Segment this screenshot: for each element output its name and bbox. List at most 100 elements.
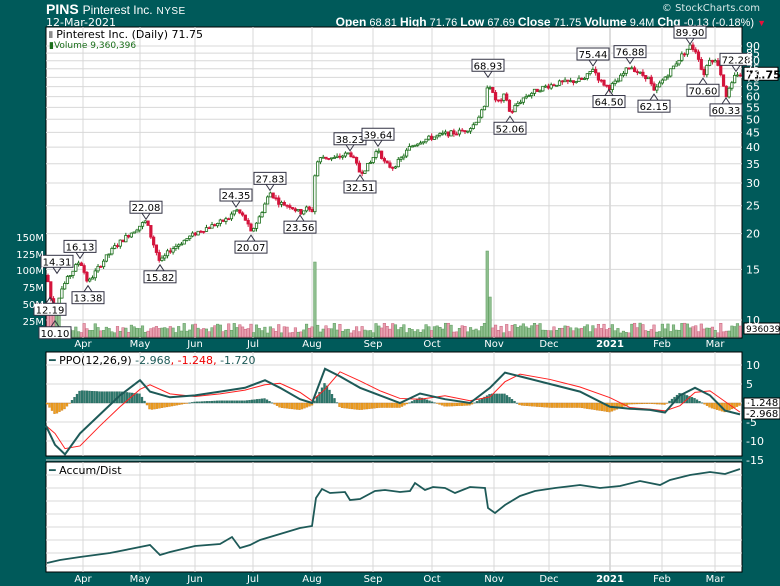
ppo-tick: 10 — [746, 359, 760, 372]
last-volume-tag: 9360396 — [746, 325, 780, 335]
price-annotation: 15.82 — [146, 273, 175, 284]
symbol: PINS — [46, 1, 79, 17]
month-label: May — [130, 574, 151, 585]
ppo-legend: ━ PPO(12,26,9) -2.968, -1.248, -1.720 — [49, 354, 256, 367]
volume-tick: 75M — [23, 283, 44, 294]
ppo-tick: -10 — [746, 435, 764, 448]
price-annotation: 52.06 — [496, 124, 525, 135]
price-annotation: 27.83 — [256, 174, 285, 185]
ppo-line-swatch-icon: ━ — [49, 354, 56, 367]
price-annotation: 76.88 — [616, 48, 645, 59]
open-label: Open — [335, 15, 367, 29]
volume-legend-text: Volume 9,360,396 — [53, 41, 137, 51]
ppo-name: PPO(12,26,9) — [59, 354, 132, 367]
price-tick: 45 — [746, 126, 760, 139]
price-annotation: 72.28 — [722, 55, 751, 66]
price-annotation: 14.31 — [43, 257, 72, 268]
ad-legend-text: Accum/Dist — [59, 464, 122, 477]
price-annotation: 60.33 — [712, 106, 741, 117]
volume-tick: 150M — [16, 233, 44, 244]
month-label: Jun — [186, 574, 203, 585]
price-annotation: 16.13 — [66, 242, 95, 253]
month-label: Sep — [364, 574, 383, 585]
month-label: Nov — [484, 574, 504, 585]
price-tick: 10 — [746, 314, 760, 327]
ticker-header: PINS Pinterest Inc. NYSE — [46, 1, 186, 17]
price-tick: 70 — [746, 71, 760, 84]
price-tick: 50 — [746, 113, 760, 126]
price-tick: 65 — [746, 81, 760, 94]
price-tick: 20 — [746, 228, 760, 241]
last-price-tag: 71.75 — [746, 68, 780, 81]
ppo-signal-tag: -1.248 — [746, 398, 778, 409]
company-name: Pinterest Inc. — [82, 3, 153, 17]
month-label: Mar — [706, 574, 726, 585]
price-tick: 15 — [746, 263, 760, 276]
ppo-hist-value: -1.720 — [220, 354, 256, 367]
chg-label: Chg — [657, 15, 681, 29]
month-label: Feb — [653, 339, 671, 350]
low-value: 67.69 — [487, 17, 515, 29]
price-tick: 35 — [746, 158, 760, 171]
copyright: © StockCharts.com — [661, 3, 760, 14]
price-annotation: 24.35 — [222, 191, 251, 202]
price-legend-text: Pinterest Inc. (Daily) 71.75 — [56, 28, 204, 41]
price-annotation: 10.10 — [41, 329, 70, 340]
month-label: Dec — [539, 339, 558, 350]
month-label: Apr — [74, 339, 92, 350]
low-label: Low — [460, 15, 485, 29]
ppo-tick: 0 — [746, 397, 753, 410]
accum-dist-panel — [45, 461, 743, 573]
price-annotation: 68.93 — [474, 61, 503, 72]
exchange: NYSE — [156, 6, 186, 17]
ppo-tick: -15 — [746, 454, 764, 467]
month-label: Sep — [364, 339, 383, 350]
month-label: Jun — [186, 339, 203, 350]
down-arrow-icon: ▼ — [757, 18, 766, 28]
volume-tick: 50M — [23, 300, 44, 311]
month-label: Mar — [706, 339, 726, 350]
ad-line-swatch-icon: ━ — [49, 464, 56, 477]
price-tick: 80 — [746, 55, 760, 68]
price-tick: 30 — [746, 177, 760, 190]
volume-legend: ▮Volume 9,360,396 — [49, 41, 136, 51]
price-tick: 85 — [746, 47, 760, 60]
month-label: 2021 — [596, 339, 624, 350]
price-annotation: 12.19 — [36, 305, 65, 316]
chart-date: 12-Mar-2021 — [46, 16, 116, 29]
price-tick: 60 — [746, 91, 760, 104]
month-label: May — [130, 339, 151, 350]
ad-legend: ━ Accum/Dist — [49, 464, 122, 477]
price-tick: 75 — [746, 63, 760, 76]
price-annotation: 38.23 — [336, 135, 365, 146]
month-label: Jul — [246, 574, 259, 585]
month-label: Oct — [423, 574, 440, 585]
month-label: Nov — [484, 339, 504, 350]
accum-dist-line — [46, 468, 741, 564]
candlestick-icon: ⫴ — [49, 31, 53, 41]
price-tick: 40 — [746, 141, 760, 154]
price-annotation: 22.08 — [132, 203, 161, 214]
close-value: 71.75 — [553, 17, 582, 29]
price-annotation: 39.64 — [364, 130, 393, 141]
month-label: Aug — [302, 339, 322, 350]
price-candles — [46, 42, 742, 316]
price-annotation: 23.56 — [286, 223, 315, 234]
price-annotation: 75.44 — [579, 50, 608, 61]
ppo-signal-value: -1.248 — [177, 354, 214, 367]
price-annotation: 70.60 — [689, 86, 718, 97]
price-annotations: 14.31 12.19 10.10 16.13 13.38 22.08 15.82 24.35… — [33, 25, 780, 340]
month-label: Oct — [423, 339, 440, 350]
price-annotation: 32.51 — [346, 183, 375, 194]
month-label: Apr — [74, 574, 92, 585]
price-annotation: 20.07 — [237, 243, 266, 254]
price-annotation: 62.15 — [640, 102, 669, 113]
ppo-value: -2.968 — [135, 354, 171, 367]
volume-tick: 125M — [16, 250, 44, 261]
price-tick: 25 — [746, 200, 760, 213]
price-legend: ⫴ Pinterest Inc. (Daily) 71.75 — [49, 28, 203, 41]
ppo-lines: -1.248-2.968 — [45, 367, 780, 456]
quote-summary: Open 68.81 High 71.76 Low 67.69 Close 71… — [336, 15, 766, 29]
month-label: Feb — [653, 574, 671, 585]
